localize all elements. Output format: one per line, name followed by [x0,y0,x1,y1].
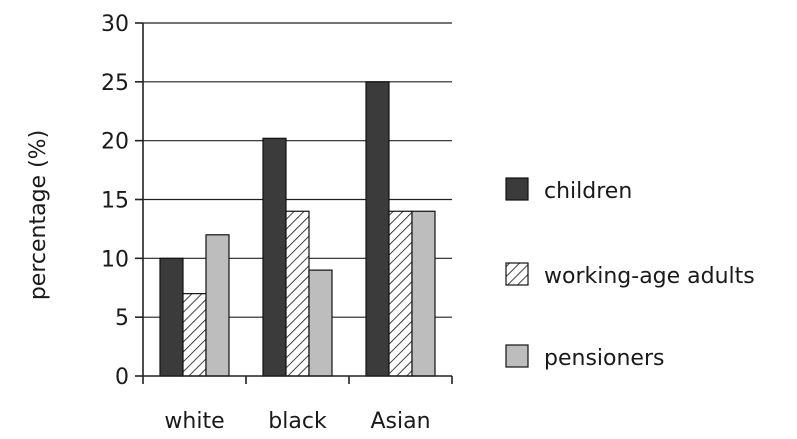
bar-asian-pensioners [411,210,436,377]
bar-black-children [262,137,287,377]
x-category-labels: white black Asian [164,409,430,434]
legend-swatch-children [505,177,529,201]
x-category-label-black: black [268,409,327,434]
legend-label-pensioners: pensioners [544,346,664,371]
y-tick-label-20: 20 [101,130,129,155]
legend-item-working-age-adults: working-age adults [505,262,755,289]
bar-asian-working-age-adults [388,210,413,377]
legend-item-pensioners: pensioners [505,344,664,371]
axes [135,22,453,384]
bar-asian-children [365,81,390,377]
y-tick-label-15: 15 [101,189,129,214]
legend-label-children: children [544,179,632,204]
y-axis-label: percentage (%) [26,130,51,300]
y-tick-label-10: 10 [101,247,129,272]
legend-swatch-pensioners [505,344,529,368]
legend: children working-age adults pensioners [505,177,755,371]
x-category-label-asian: Asian [370,409,430,434]
bar-black-pensioners [308,269,333,377]
y-tick-label-5: 5 [115,306,129,331]
x-category-label-white: white [164,409,224,434]
y-tick-label-30: 30 [101,12,129,37]
legend-label-working-age-adults: working-age adults [544,264,755,289]
bar-black-working-age-adults [285,210,310,377]
legend-item-children: children [505,177,632,204]
bars [159,81,436,377]
bar-white-children [159,257,184,377]
y-tick-label-0: 0 [115,365,129,390]
bar-white-pensioners [205,234,230,377]
y-tick-labels: 0 5 10 15 20 25 30 [101,12,129,390]
y-tick-label-25: 25 [101,71,129,96]
bar-white-working-age-adults [182,293,207,377]
legend-swatch-working-age-adults [505,262,529,286]
